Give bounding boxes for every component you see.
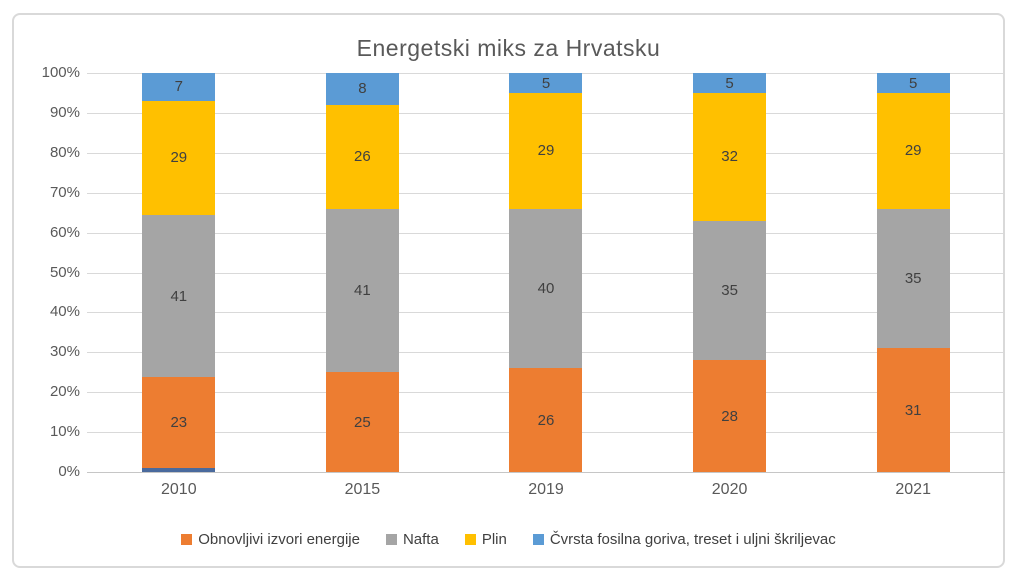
bar-segment <box>142 468 216 472</box>
bar-segment: 7 <box>142 73 216 101</box>
bar-segment: 31 <box>876 348 950 472</box>
y-axis-label: 0% <box>58 463 80 480</box>
legend-item: Obnovljivi izvori energije <box>181 531 360 548</box>
bar-segment: 5 <box>876 73 950 93</box>
bar-segment: 5 <box>693 73 767 93</box>
segment-label: 25 <box>354 413 371 431</box>
bar-slot-2015: 25 41 26 8 <box>271 73 455 472</box>
segment-label: 26 <box>537 411 555 429</box>
y-axis-label: 90% <box>49 103 80 121</box>
segment-label: 31 <box>904 401 922 419</box>
segment-label: 29 <box>537 142 555 160</box>
segment-label: 7 <box>174 78 183 96</box>
y-axis: 0% 10% 20% 30% 40% 50% 60% 70% 80% 90% 100% <box>20 64 80 480</box>
x-axis-label: 2021 <box>895 481 931 498</box>
segment-label: 5 <box>541 74 551 92</box>
bar-slot-2020: 28 35 32 5 <box>638 73 822 472</box>
bar-segment: 41 <box>325 208 399 373</box>
segment-label: 40 <box>537 279 555 297</box>
bar-2021: 31 35 29 5 <box>876 73 950 472</box>
segment-label: 29 <box>904 142 922 160</box>
y-axis-label: 80% <box>49 143 80 161</box>
x-axis-label: 2019 <box>528 481 564 498</box>
bar-slot-2021: 31 35 29 5 <box>821 73 1005 472</box>
bar-2020: 28 35 32 5 <box>693 73 767 472</box>
y-axis-label: 100% <box>41 64 80 81</box>
legend-swatch-icon <box>464 534 476 545</box>
y-axis-label: 60% <box>49 223 80 241</box>
bar-2015: 25 41 26 8 <box>325 73 399 472</box>
bar-segment: 41 <box>142 215 216 378</box>
bar-segment: 35 <box>876 208 950 349</box>
y-axis-label: 10% <box>49 423 80 441</box>
x-axis-label: 2020 <box>711 481 748 498</box>
y-axis-label: 50% <box>49 263 80 281</box>
legend-label: Plin <box>481 531 507 548</box>
segment-label: 5 <box>909 74 918 92</box>
bar-segment: 29 <box>142 100 216 216</box>
segment-label: 35 <box>904 269 922 287</box>
legend-label: Nafta <box>402 531 439 548</box>
bar-segment: 35 <box>693 220 767 361</box>
legend-swatch-icon <box>532 534 544 545</box>
bar-slot-2010: 23 41 29 7 <box>87 73 271 472</box>
segment-label: 23 <box>170 414 188 432</box>
chart-title: Energetski miks za Hrvatsku <box>356 35 661 61</box>
bar-2019: 26 40 29 5 <box>509 73 583 472</box>
x-axis-label: 2015 <box>344 481 381 498</box>
bar-segment: 23 <box>142 377 216 469</box>
legend-item: Plin <box>464 531 507 548</box>
bar-segment: 5 <box>509 73 583 93</box>
bar-segment: 25 <box>325 372 399 472</box>
bar-segment: 32 <box>693 92 767 221</box>
x-axis-label: 2010 <box>161 481 197 498</box>
segment-label: 41 <box>170 287 188 305</box>
bar-segment: 8 <box>325 73 399 105</box>
bar-segment: 26 <box>325 104 399 209</box>
legend-label: Čvrsta fosilna goriva, treset i uljni šk… <box>549 531 836 548</box>
segment-label: 41 <box>354 281 371 299</box>
legend-label: Obnovljivi izvori energije <box>198 531 360 548</box>
bar-2010: 23 41 29 7 <box>142 73 216 472</box>
legend: Obnovljivi izvori energije Nafta Plin Čvrst… <box>14 531 1003 548</box>
bar-slot-2019: 26 40 29 5 <box>454 73 638 472</box>
segment-label: 8 <box>358 80 367 98</box>
segment-label: 35 <box>721 281 738 299</box>
x-axis: 2010 2015 2019 2020 2021 <box>87 481 1005 503</box>
y-axis-label: 40% <box>49 303 80 321</box>
plot-area: 23 41 29 7 25 41 26 8 26 40 29 5 28 35 32 5 31 35 29 5 <box>87 73 1005 473</box>
segment-label: 26 <box>354 148 371 166</box>
bar-segment: 29 <box>876 92 950 209</box>
legend-swatch-icon <box>181 534 193 545</box>
bars-row: 23 41 29 7 25 41 26 8 26 40 29 5 28 35 32 5 31 35 29 5 <box>87 73 1005 472</box>
bar-segment: 28 <box>693 360 767 472</box>
segment-label: 32 <box>721 148 738 166</box>
segment-label: 28 <box>721 407 738 425</box>
y-axis-label: 70% <box>49 183 80 201</box>
segment-label: 5 <box>725 74 734 92</box>
y-axis-label: 20% <box>49 383 80 401</box>
bar-segment: 40 <box>509 208 583 369</box>
y-axis-label: 30% <box>49 343 80 361</box>
legend-item: Čvrsta fosilna goriva, treset i uljni šk… <box>532 531 836 548</box>
gridline-0pct <box>87 472 1005 473</box>
bar-segment: 29 <box>509 92 583 209</box>
chart-frame: Energetski miks za Hrvatsku 0% 10% 20% 30% 4… <box>12 13 1005 568</box>
bar-segment: 26 <box>509 368 583 472</box>
segment-label: 29 <box>170 149 188 167</box>
legend-swatch-icon <box>385 534 397 545</box>
legend-item: Nafta <box>385 531 439 548</box>
